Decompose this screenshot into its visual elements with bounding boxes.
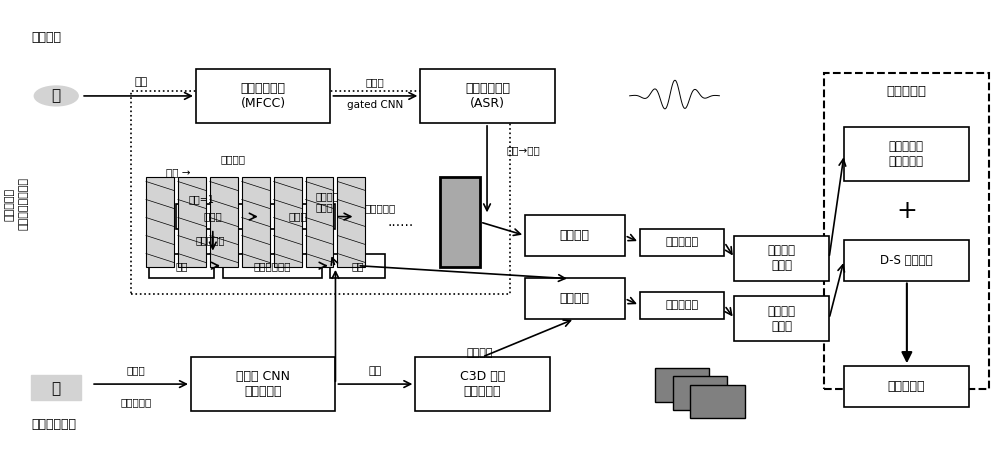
Text: 输出结果: 输出结果	[560, 229, 590, 242]
Text: 步数=1: 步数=1	[189, 194, 215, 204]
Bar	[440, 177, 480, 267]
Text: 输入视频流: 输入视频流	[120, 397, 152, 407]
Text: 动态手势识别: 动态手势识别	[31, 418, 76, 431]
Bar	[824, 73, 989, 389]
Text: 双层卷积神经网络: 双层卷积神经网络	[18, 178, 28, 231]
Text: 手势结果
置信度: 手势结果 置信度	[768, 305, 796, 333]
Text: 归一化处理: 归一化处理	[665, 237, 699, 247]
Bar	[420, 69, 555, 123]
Bar	[261, 204, 335, 229]
Text: 激活: 激活	[369, 366, 382, 376]
Text: 动作分类: 动作分类	[467, 347, 493, 357]
Text: 视频帧: 视频帧	[127, 366, 145, 376]
Text: D-S 证据理论: D-S 证据理论	[880, 254, 933, 267]
Text: 视频帧队列: 视频帧队列	[365, 203, 396, 213]
Bar	[525, 215, 625, 256]
Text: 时间 →: 时间 →	[166, 168, 190, 178]
Text: +: +	[896, 199, 917, 223]
Bar	[149, 254, 214, 278]
Bar	[415, 357, 550, 411]
Text: 语音识别: 语音识别	[31, 31, 61, 44]
Text: 滑动窗口: 滑动窗口	[221, 154, 246, 164]
Text: 检测到手势: 检测到手势	[196, 235, 225, 245]
Bar	[196, 69, 330, 123]
Bar	[690, 385, 745, 418]
Bar	[306, 177, 333, 267]
Bar	[146, 177, 174, 267]
Text: 声源方位角: 声源方位角	[4, 188, 14, 221]
Text: 📷: 📷	[52, 381, 61, 396]
Text: 预处理: 预处理	[289, 212, 307, 222]
Bar	[734, 236, 829, 280]
Text: 提取音频特征
(MFCC): 提取音频特征 (MFCC)	[241, 82, 286, 110]
Bar	[655, 368, 709, 402]
Bar	[640, 229, 724, 256]
Bar	[176, 204, 251, 229]
Bar	[242, 177, 270, 267]
Text: 🎤: 🎤	[52, 88, 61, 103]
Text: C3D 动态
手势分类器: C3D 动态 手势分类器	[460, 370, 505, 398]
Text: 端对端: 端对端	[366, 77, 385, 87]
Bar	[191, 357, 335, 411]
Text: 语音→文本: 语音→文本	[507, 145, 541, 155]
Bar	[131, 92, 510, 294]
Text: 轻量级 CNN
手势检测器: 轻量级 CNN 手势检测器	[236, 370, 290, 398]
Bar	[31, 375, 81, 400]
Bar	[734, 296, 829, 341]
Text: 分类: 分类	[175, 261, 188, 271]
Text: 没有检测
到手势: 没有检测 到手势	[316, 191, 339, 212]
Text: 语音结果
置信度: 语音结果 置信度	[768, 244, 796, 272]
Bar	[274, 177, 302, 267]
Bar	[525, 278, 625, 319]
Text: 结果: 结果	[352, 261, 364, 271]
Bar	[844, 240, 969, 280]
Bar	[640, 292, 724, 319]
Bar	[844, 366, 969, 407]
Circle shape	[34, 86, 78, 106]
Text: gated CNN: gated CNN	[347, 100, 403, 110]
Bar	[210, 177, 238, 267]
Bar	[178, 177, 206, 267]
Text: 检测器: 检测器	[204, 212, 223, 222]
Text: 归一化处理: 归一化处理	[665, 300, 699, 310]
Bar	[330, 254, 385, 278]
Text: 输出结果: 输出结果	[560, 292, 590, 305]
Text: 滤波: 滤波	[134, 77, 148, 87]
Bar	[844, 127, 969, 182]
Bar	[223, 254, 322, 278]
Bar	[673, 376, 727, 410]
Text: ......: ......	[387, 215, 413, 229]
Text: 手势识别分类: 手势识别分类	[254, 261, 291, 271]
Bar	[337, 177, 365, 267]
Text: 自动语音识别
(ASR): 自动语音识别 (ASR)	[465, 82, 510, 110]
Text: 多模态融合: 多模态融合	[886, 85, 926, 98]
Text: 基于规则的
意图表决器: 基于规则的 意图表决器	[889, 140, 924, 169]
Text: 机器人动作: 机器人动作	[888, 380, 925, 393]
